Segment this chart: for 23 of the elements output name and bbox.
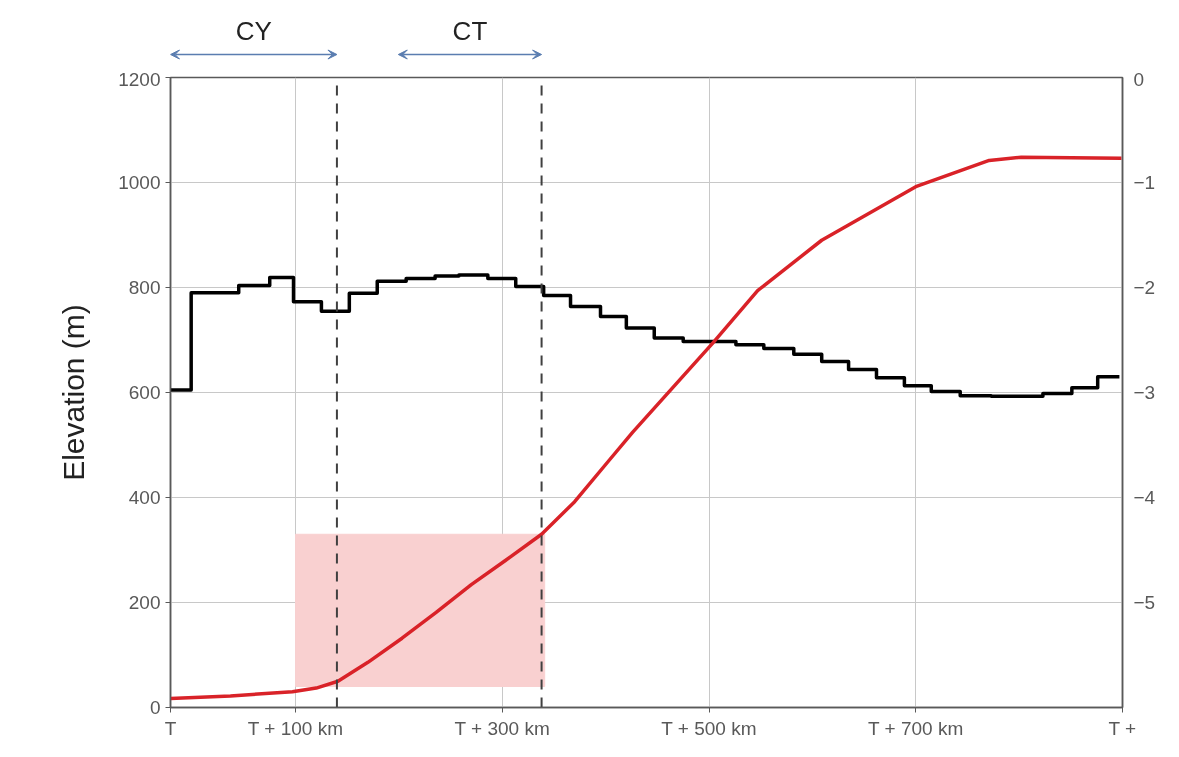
y-tick-label: 800 bbox=[128, 277, 161, 298]
y-tick-label: 0 bbox=[149, 697, 161, 718]
x-tick-label: T + 700 km bbox=[867, 717, 964, 739]
y-tick-label: 1000 bbox=[118, 172, 161, 193]
x-tick-label: T + 300 km bbox=[454, 717, 550, 739]
y2-tick-label: −5 bbox=[1133, 592, 1156, 613]
text: CT bbox=[452, 15, 488, 46]
y2-tick-label: −3 bbox=[1133, 382, 1156, 403]
x-tick-label: T + bbox=[1108, 717, 1137, 739]
x-tick-label: T bbox=[164, 717, 177, 739]
line-series bbox=[170, 155, 1123, 701]
y-tick-label: 600 bbox=[128, 382, 161, 403]
y2-tick-label: −4 bbox=[1133, 487, 1156, 508]
x-tick-label: T + 500 km bbox=[661, 717, 757, 739]
y-axis-title: Elevation (m) bbox=[57, 304, 91, 481]
x-tick-label: T + 100 km bbox=[247, 717, 344, 739]
y-tick-label: 200 bbox=[128, 592, 161, 613]
y2-tick-label: 0 bbox=[1133, 68, 1145, 90]
y2-tick-label: −1 bbox=[1133, 172, 1156, 193]
y-tick-label: 400 bbox=[128, 487, 161, 508]
y-tick-label: 1200 bbox=[118, 68, 161, 90]
y2-tick-label: −2 bbox=[1133, 277, 1156, 298]
text: CY bbox=[235, 15, 272, 46]
